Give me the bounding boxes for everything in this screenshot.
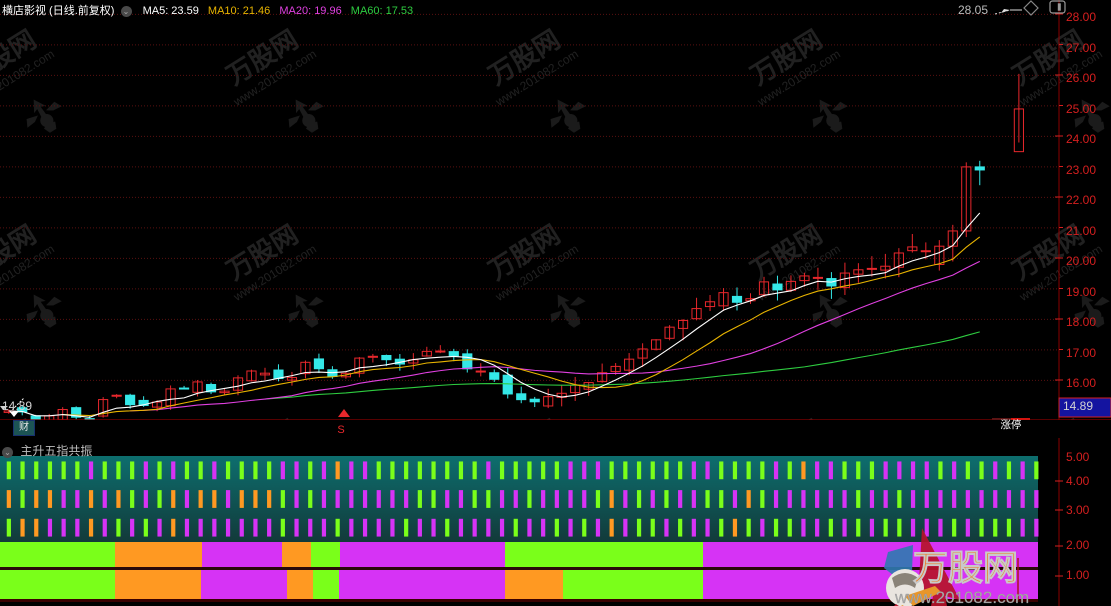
svg-text:www.201082.com: www.201082.com	[894, 588, 1029, 606]
svg-text:万股网: 万股网	[913, 549, 1018, 588]
